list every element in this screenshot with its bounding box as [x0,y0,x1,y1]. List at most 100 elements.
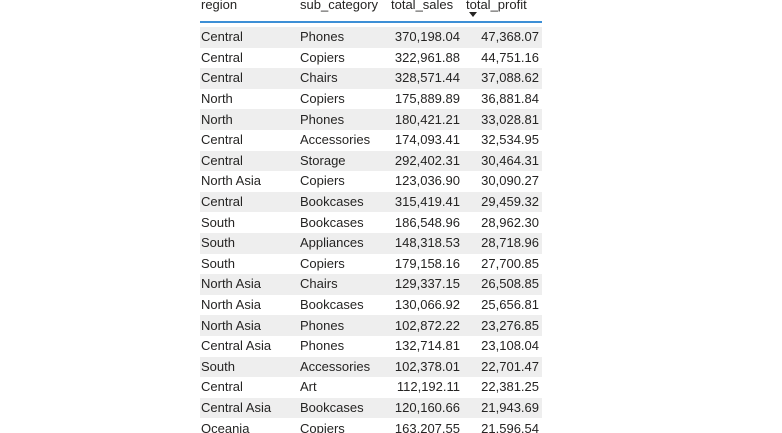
column-header-total-sales[interactable]: total_sales [391,0,466,23]
cell-sub-category: Phones [299,315,391,336]
cell-sub-category: Art [300,379,317,395]
cell-region: South [200,232,299,254]
cell-total-sales: 370,198.04 [391,27,466,48]
cell-total-profit: 44,751.16 [481,49,539,65]
cell-sub-category: Copiers [300,91,345,107]
table-row[interactable]: North Asia Chairs 129,337.15 26,508.85 [200,274,542,295]
cell-region: North Asia [200,315,299,336]
cell-sub-category: Chairs [299,274,391,295]
cell-sub-category: Appliances [299,232,391,254]
cell-total-sales: 322,961.88 [394,49,460,65]
cell-sub-category: Copiers [300,173,345,189]
cell-total-profit: 22,701.47 [466,356,542,378]
cell-total-profit: 47,368.07 [466,27,542,48]
cell-region: South [201,255,235,271]
cell-region: Central [201,132,243,148]
column-header-region[interactable]: region [200,0,299,23]
cell-sub-category: Accessories [299,356,391,378]
table-header: region sub_category total_sales total_pr… [200,0,542,23]
column-header-label: total_sales [391,0,454,12]
cell-region: South [200,356,299,378]
cell-total-sales: 292,402.31 [391,150,466,172]
cell-region: Central [201,49,243,65]
table-row[interactable]: North Asia Copiers 123,036.90 30,090.27 [200,171,542,192]
cell-region: Oceania [201,420,250,433]
cell-total-sales: 315,419.41 [391,191,466,213]
cell-total-sales: 328,571.44 [391,68,466,89]
table-row[interactable]: Central Storage 292,402.31 30,464.31 [200,150,542,172]
cell-region: North Asia [201,173,261,189]
table-row[interactable]: North Asia Bookcases 130,066.92 25,656.81 [200,295,542,316]
cell-region: Central [200,27,299,48]
cell-total-sales: 112,192.11 [396,379,460,395]
cell-region: Central [200,191,299,213]
cell-region: Central Asia [201,338,272,354]
cell-total-sales: 163,207.55 [394,420,460,433]
cell-region: Central [200,150,299,172]
cell-total-sales: 180,421.21 [391,109,466,130]
table-row[interactable]: Central Bookcases 315,419.41 29,459.32 [200,191,542,213]
table-row[interactable]: Central Phones 370,198.04 47,368.07 [200,27,542,48]
data-table: region sub_category total_sales total_pr… [200,0,542,433]
table-row[interactable]: Central Copiers 322,961.88 44,751.16 [200,48,542,69]
cell-total-sales: 120,160.66 [391,397,466,419]
column-header-sub-category[interactable]: sub_category [299,0,391,23]
cell-sub-category: Copiers [300,255,345,271]
column-header-label: total_profit [466,0,527,12]
cell-total-profit: 21,596.54 [481,420,539,433]
cell-total-profit: 30,464.31 [466,150,542,172]
cell-total-sales: 179,158.16 [394,255,460,271]
cell-sub-category: Accessories [300,132,371,148]
cell-region: Central [201,379,243,395]
table-row[interactable]: Central Accessories 174,093.41 32,534.95 [200,130,542,151]
table-row[interactable]: North Asia Phones 102,872.22 23,276.85 [200,315,542,336]
cell-total-profit: 22,381.25 [481,379,539,395]
cell-region: North [201,91,233,107]
table-row[interactable]: Central Art 112,192.11 22,381.25 [200,377,542,398]
column-header-label: sub_category [300,0,379,12]
cell-region: South [201,214,235,230]
cell-total-profit: 26,508.85 [466,274,542,295]
cell-region: Central Asia [200,397,299,419]
cell-region: North [200,109,299,130]
cell-total-profit: 25,656.81 [481,297,539,313]
header-spacer [200,22,542,27]
cell-total-sales: 102,378.01 [391,356,466,378]
cell-total-sales: 130,066.92 [394,297,460,313]
cell-total-sales: 132,714.81 [394,338,460,354]
cell-total-profit: 23,276.85 [466,315,542,336]
cell-sub-category: Storage [299,150,391,172]
spacer-cell [200,22,542,27]
table-row[interactable]: South Appliances 148,318.53 28,718.96 [200,232,542,254]
table-row[interactable]: South Copiers 179,158.16 27,700.85 [200,254,542,275]
header-row: region sub_category total_sales total_pr… [200,0,542,23]
table-row[interactable]: North Phones 180,421.21 33,028.81 [200,109,542,130]
cell-total-sales: 186,548.96 [394,214,460,230]
cell-total-sales: 102,872.22 [391,315,466,336]
cell-total-profit: 29,459.32 [466,191,542,213]
table-row[interactable]: South Bookcases 186,548.96 28,962.30 [200,212,542,233]
cell-sub-category: Phones [299,109,391,130]
table-body: Central Phones 370,198.04 47,368.07 Central C… [200,22,542,433]
cell-sub-category: Phones [300,338,345,354]
table-row[interactable]: Central Asia Phones 132,714.81 23,108.04 [200,336,542,357]
cell-sub-category: Chairs [299,68,391,89]
table-row[interactable]: Oceania Copiers 163,207.55 21,596.54 [200,418,542,433]
column-header-total-profit[interactable]: total_profit [466,0,542,23]
cell-sub-category: Copiers [300,49,345,65]
cell-total-profit: 21,943.69 [466,397,542,419]
cell-sub-category: Copiers [300,420,345,433]
cell-sub-category: Bookcases [300,214,364,230]
cell-total-profit: 27,700.85 [481,255,539,271]
sort-descending-icon [469,12,477,17]
table-row[interactable]: Central Chairs 328,571.44 37,088.62 [200,68,542,89]
cell-sub-category: Bookcases [299,191,391,213]
cell-sub-category: Bookcases [300,297,364,313]
cell-total-profit: 36,881.84 [481,91,539,107]
table-row[interactable]: North Copiers 175,889.89 36,881.84 [200,89,542,110]
cell-total-profit: 32,534.95 [481,132,539,148]
table-row[interactable]: Central Asia Bookcases 120,160.66 21,943.69 [200,397,542,419]
cell-region: North Asia [200,274,299,295]
table-row[interactable]: South Accessories 102,378.01 22,701.47 [200,356,542,378]
cell-sub-category: Bookcases [299,397,391,419]
